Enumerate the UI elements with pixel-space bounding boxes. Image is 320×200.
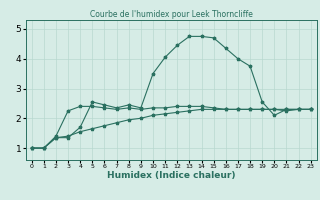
X-axis label: Humidex (Indice chaleur): Humidex (Indice chaleur) xyxy=(107,171,236,180)
Title: Courbe de l'humidex pour Leek Thorncliffe: Courbe de l'humidex pour Leek Thorncliff… xyxy=(90,10,252,19)
